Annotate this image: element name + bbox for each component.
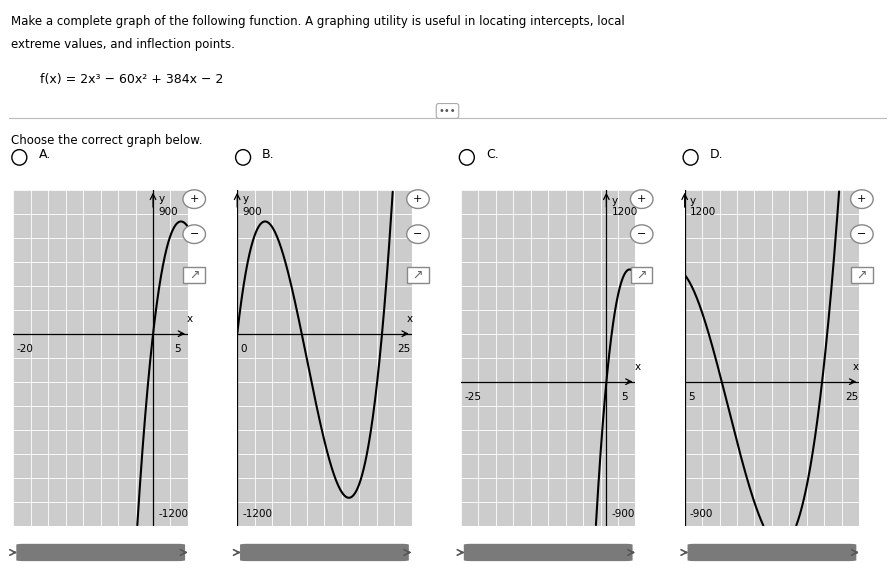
Circle shape [849,225,873,244]
FancyBboxPatch shape [630,266,652,283]
Text: x: x [852,361,858,371]
Text: +: + [856,194,865,204]
FancyBboxPatch shape [183,266,205,283]
Text: -900: -900 [611,509,634,519]
Text: 5: 5 [173,344,181,354]
Circle shape [182,225,206,244]
Text: ↗: ↗ [636,268,646,281]
Text: x: x [634,361,640,371]
Text: +: + [637,194,645,204]
Text: Choose the correct graph below.: Choose the correct graph below. [11,134,202,147]
Text: y: y [689,196,696,206]
Text: +: + [413,194,422,204]
Circle shape [629,190,653,208]
Text: 5: 5 [620,392,628,402]
FancyBboxPatch shape [687,544,856,561]
Text: -20: -20 [17,344,34,354]
Text: Make a complete graph of the following function. A graphing utility is useful in: Make a complete graph of the following f… [11,15,624,27]
Text: 25: 25 [397,344,410,354]
Text: ↗: ↗ [412,268,423,281]
Text: x: x [406,314,412,324]
Text: −: − [856,229,865,239]
Text: C.: C. [485,148,498,161]
Text: -1200: -1200 [158,509,188,519]
FancyBboxPatch shape [240,544,409,561]
Text: -25: -25 [464,392,481,402]
Text: −: − [637,229,645,239]
FancyBboxPatch shape [16,544,185,561]
Text: y: y [611,196,617,206]
Text: f(x) = 2x³ − 60x² + 384x − 2: f(x) = 2x³ − 60x² + 384x − 2 [40,73,224,86]
FancyBboxPatch shape [463,544,632,561]
FancyBboxPatch shape [407,266,428,283]
Text: A.: A. [38,148,51,161]
Text: 5: 5 [687,392,694,402]
Text: 900: 900 [158,207,178,217]
Circle shape [406,190,429,208]
Text: ↗: ↗ [189,268,199,281]
FancyBboxPatch shape [850,266,872,283]
Text: x: x [187,314,193,324]
Text: 0: 0 [240,344,247,354]
Text: 1200: 1200 [611,207,637,217]
Circle shape [406,225,429,244]
Text: •••: ••• [438,106,456,116]
Text: 1200: 1200 [689,207,715,217]
Text: +: + [190,194,198,204]
Circle shape [629,225,653,244]
Text: y: y [242,194,249,204]
Text: B.: B. [262,148,274,161]
Circle shape [849,190,873,208]
Text: 25: 25 [844,392,857,402]
Text: y: y [158,194,164,204]
Text: D.: D. [709,148,722,161]
Text: extreme values, and inflection points.: extreme values, and inflection points. [11,38,234,51]
Text: ↗: ↗ [856,268,866,281]
Text: -900: -900 [689,509,713,519]
Text: −: − [413,229,422,239]
Text: −: − [190,229,198,239]
Text: -1200: -1200 [242,509,272,519]
Text: 900: 900 [242,207,262,217]
Circle shape [182,190,206,208]
